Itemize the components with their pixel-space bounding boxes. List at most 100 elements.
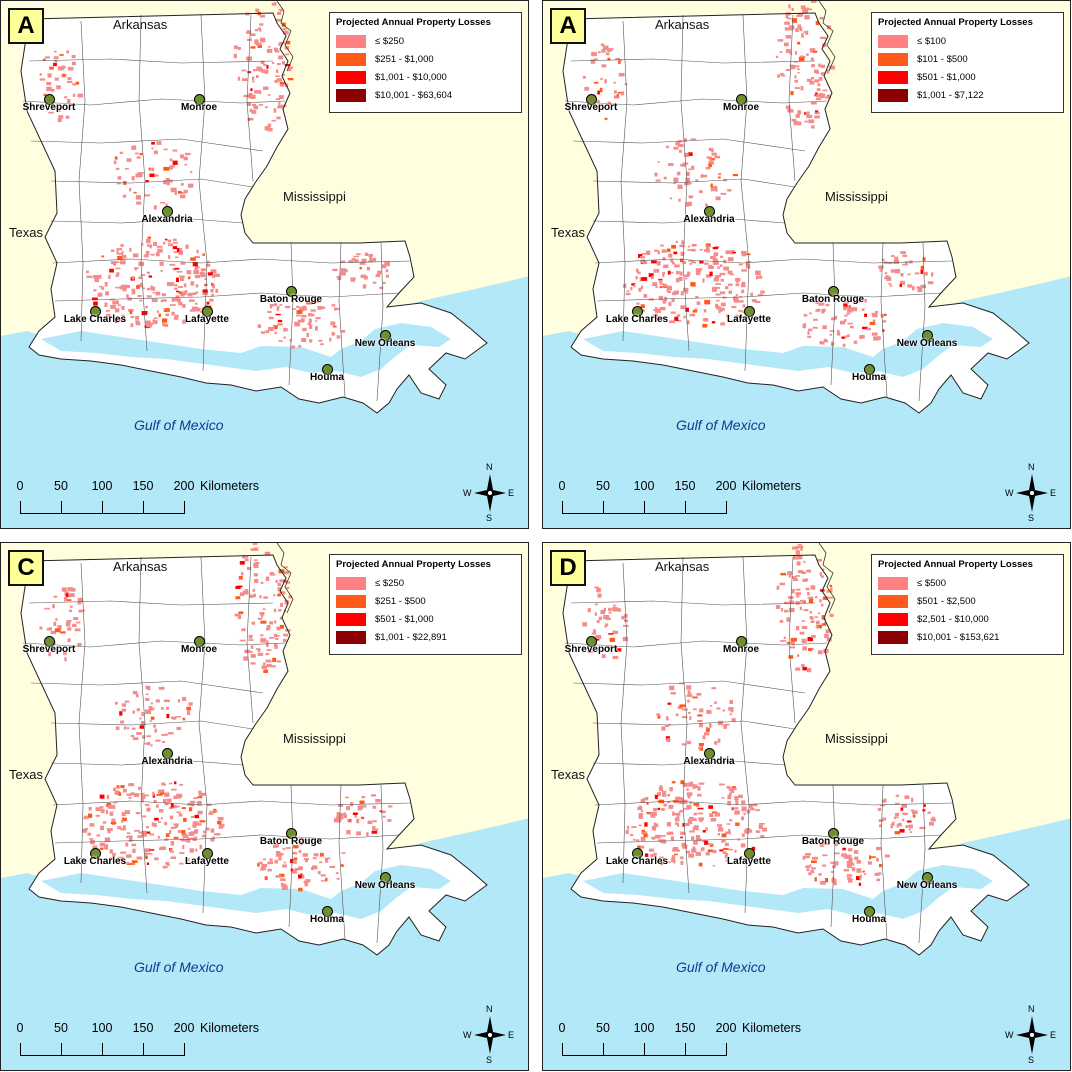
loss-cell (650, 853, 656, 858)
loss-cell (276, 306, 280, 309)
loss-cell (728, 707, 734, 711)
legend-swatch (878, 594, 908, 608)
loss-cell (248, 634, 253, 639)
loss-cell (50, 630, 56, 635)
loss-cell (162, 322, 165, 327)
scale-tick-label: 0 (16, 1021, 24, 1035)
loss-cell (159, 809, 164, 813)
loss-cell (115, 308, 120, 313)
loss-cell (126, 294, 129, 298)
loss-cell (273, 594, 276, 597)
city-dot (202, 306, 213, 317)
loss-cell (788, 655, 794, 659)
loss-cell (785, 105, 791, 110)
loss-cell (113, 801, 118, 804)
loss-cell (888, 283, 892, 285)
loss-cell (240, 572, 244, 576)
loss-cell (234, 613, 240, 617)
loss-cell (655, 179, 661, 182)
loss-cell (272, 844, 278, 848)
loss-cell (600, 609, 606, 615)
loss-cell (678, 798, 684, 803)
loss-cell (864, 299, 867, 303)
loss-cell (337, 275, 342, 281)
loss-cell (680, 291, 684, 296)
loss-cell (200, 273, 206, 278)
loss-cell (150, 702, 153, 705)
loss-cell (164, 822, 168, 826)
city-dot (90, 306, 101, 317)
loss-cell (702, 174, 708, 178)
legend-title: Projected Annual Property Losses (336, 559, 491, 570)
loss-cell (683, 315, 686, 319)
loss-cell (706, 156, 711, 159)
loss-cell (113, 787, 116, 791)
loss-cell (149, 833, 155, 836)
loss-cell (180, 194, 186, 199)
loss-cell (287, 78, 294, 81)
loss-cell (301, 314, 307, 318)
loss-cell (804, 15, 810, 20)
loss-cell (46, 82, 52, 86)
loss-cell (720, 309, 723, 312)
loss-cell (871, 312, 876, 315)
loss-cell (385, 274, 389, 278)
loss-cell (714, 701, 717, 705)
loss-cell (200, 268, 206, 271)
loss-cell (169, 815, 174, 820)
coastal-lakes (41, 865, 451, 919)
loss-cell (728, 290, 732, 294)
loss-cell (128, 308, 134, 312)
loss-cell (858, 877, 862, 881)
city-label: Baton Rouge (259, 836, 323, 847)
loss-cell (717, 176, 721, 179)
loss-cell (164, 733, 168, 736)
loss-cell (276, 63, 281, 66)
loss-cell (677, 143, 684, 148)
loss-cell (109, 268, 114, 273)
loss-cell (267, 94, 271, 96)
loss-cell (278, 609, 282, 612)
legend-label: $2,501 - $10,000 (917, 613, 989, 625)
loss-cell (881, 799, 885, 803)
loss-cell (705, 245, 710, 248)
loss-cell (266, 649, 272, 651)
loss-cell (642, 261, 648, 264)
legend-swatch (336, 594, 366, 608)
loss-cell (898, 822, 902, 827)
loss-cell (356, 831, 361, 836)
loss-cell (801, 638, 807, 644)
loss-cell (237, 46, 241, 50)
loss-cell (94, 277, 100, 283)
loss-cell (930, 818, 936, 822)
loss-cell (152, 823, 157, 827)
loss-cell (674, 290, 679, 295)
loss-cell (844, 319, 847, 323)
legend-row: ≤ $500 (878, 574, 1057, 592)
loss-cell (325, 858, 329, 863)
loss-cell (699, 260, 704, 264)
loss-cell (666, 832, 671, 835)
loss-cell (288, 595, 293, 599)
loss-cell (181, 839, 187, 842)
city-label: Houma (310, 372, 344, 383)
loss-cell (106, 794, 109, 800)
legend-row: $501 - $2,500 (878, 592, 1057, 610)
loss-cell (669, 197, 673, 200)
legend-swatch (336, 88, 366, 102)
loss-cell (147, 236, 152, 239)
loss-cell (680, 163, 687, 167)
loss-cell (712, 258, 718, 262)
loss-cell (182, 845, 185, 850)
loss-cell (120, 828, 126, 831)
loss-cell (367, 820, 373, 824)
city-label: Lake Charles (605, 314, 669, 325)
loss-cell (146, 807, 151, 812)
loss-cell (116, 250, 119, 255)
loss-cell (854, 856, 859, 860)
loss-cell (844, 306, 850, 309)
loss-cell (120, 720, 125, 724)
loss-cell (340, 330, 346, 333)
city-label: Monroe (180, 644, 218, 655)
loss-cell (141, 712, 145, 717)
